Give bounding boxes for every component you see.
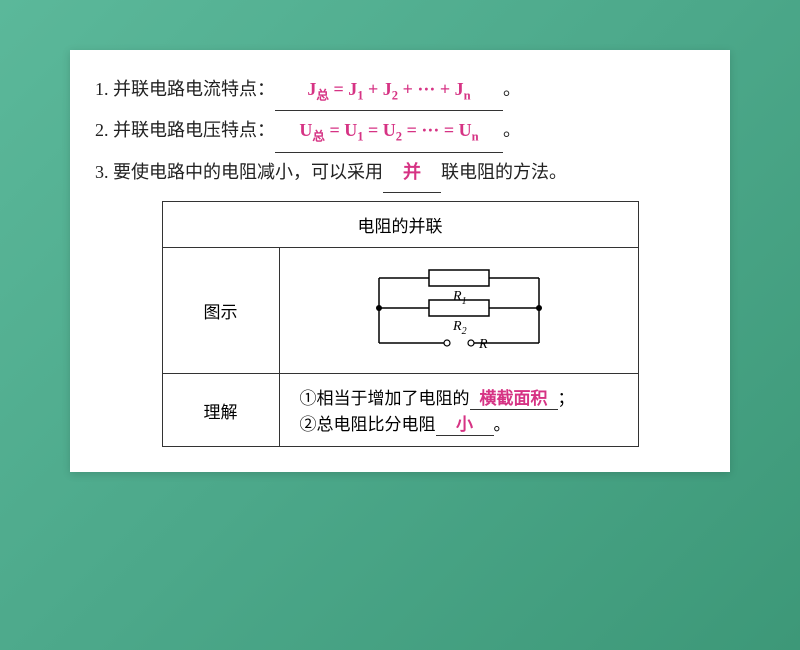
line3-text1: 要使电路中的电阻减小，可以采用 — [113, 162, 383, 182]
line-3: 3. 要使电路中的电阻减小，可以采用并联电阻的方法。 — [95, 153, 705, 194]
circuit-diagram-cell: R1 R2 R — [279, 248, 638, 374]
line1-text: 并联电路电流特点： — [113, 79, 275, 99]
line-1: 1. 并联电路电流特点： J总 = J1 + J2 + ··· + Jn 。 — [95, 70, 705, 111]
line1-end: 。 — [503, 70, 521, 110]
table-row: 图示 R1 R2 — [162, 248, 638, 374]
r2-label: R2 — [452, 319, 467, 337]
line2-end: 。 — [503, 111, 521, 151]
line3-num: 3. — [95, 162, 109, 182]
line1-blank: J总 = J1 + J2 + ··· + Jn — [275, 70, 503, 111]
line2-answer: U总 = U1 = U2 = ··· = Un — [299, 120, 478, 140]
r-label: R — [478, 337, 488, 352]
table-row: 理解 ①相当于增加了电阻的横截面积； ②总电阻比分电阻小。 — [162, 374, 638, 447]
row2-line2: ②总电阻比分电阻小。 — [300, 410, 620, 436]
r1-label: R1 — [452, 289, 467, 307]
content-card: 1. 并联电路电流特点： J总 = J1 + J2 + ··· + Jn 。 2. … — [70, 50, 730, 472]
line-2: 2. 并联电路电压特点： U总 = U1 = U2 = ··· = Un 。 — [95, 111, 705, 152]
row1-label: 图示 — [162, 248, 279, 374]
table-header: 电阻的并联 — [162, 202, 638, 248]
line1-answer: J总 = J1 + J2 + ··· + Jn — [307, 79, 470, 99]
row2-line1: ①相当于增加了电阻的横截面积； — [300, 384, 620, 410]
circuit-diagram: R1 R2 R — [349, 258, 569, 358]
row2-label: 理解 — [162, 374, 279, 447]
table-row: 电阻的并联 — [162, 202, 638, 248]
line3-answer: 并 — [403, 162, 421, 182]
line3-text2: 联电阻的方法。 — [441, 162, 567, 182]
row2-blank2: 小 — [436, 410, 494, 436]
line2-text: 并联电路电压特点： — [113, 120, 275, 140]
row2-blank1: 横截面积 — [470, 384, 558, 410]
parallel-table: 电阻的并联 图示 R1 — [162, 201, 639, 447]
line2-num: 2. — [95, 120, 109, 140]
line1-num: 1. — [95, 79, 109, 99]
line3-blank: 并 — [383, 153, 441, 194]
line2-blank: U总 = U1 = U2 = ··· = Un — [275, 111, 503, 152]
row2-content: ①相当于增加了电阻的横截面积； ②总电阻比分电阻小。 — [279, 374, 638, 447]
